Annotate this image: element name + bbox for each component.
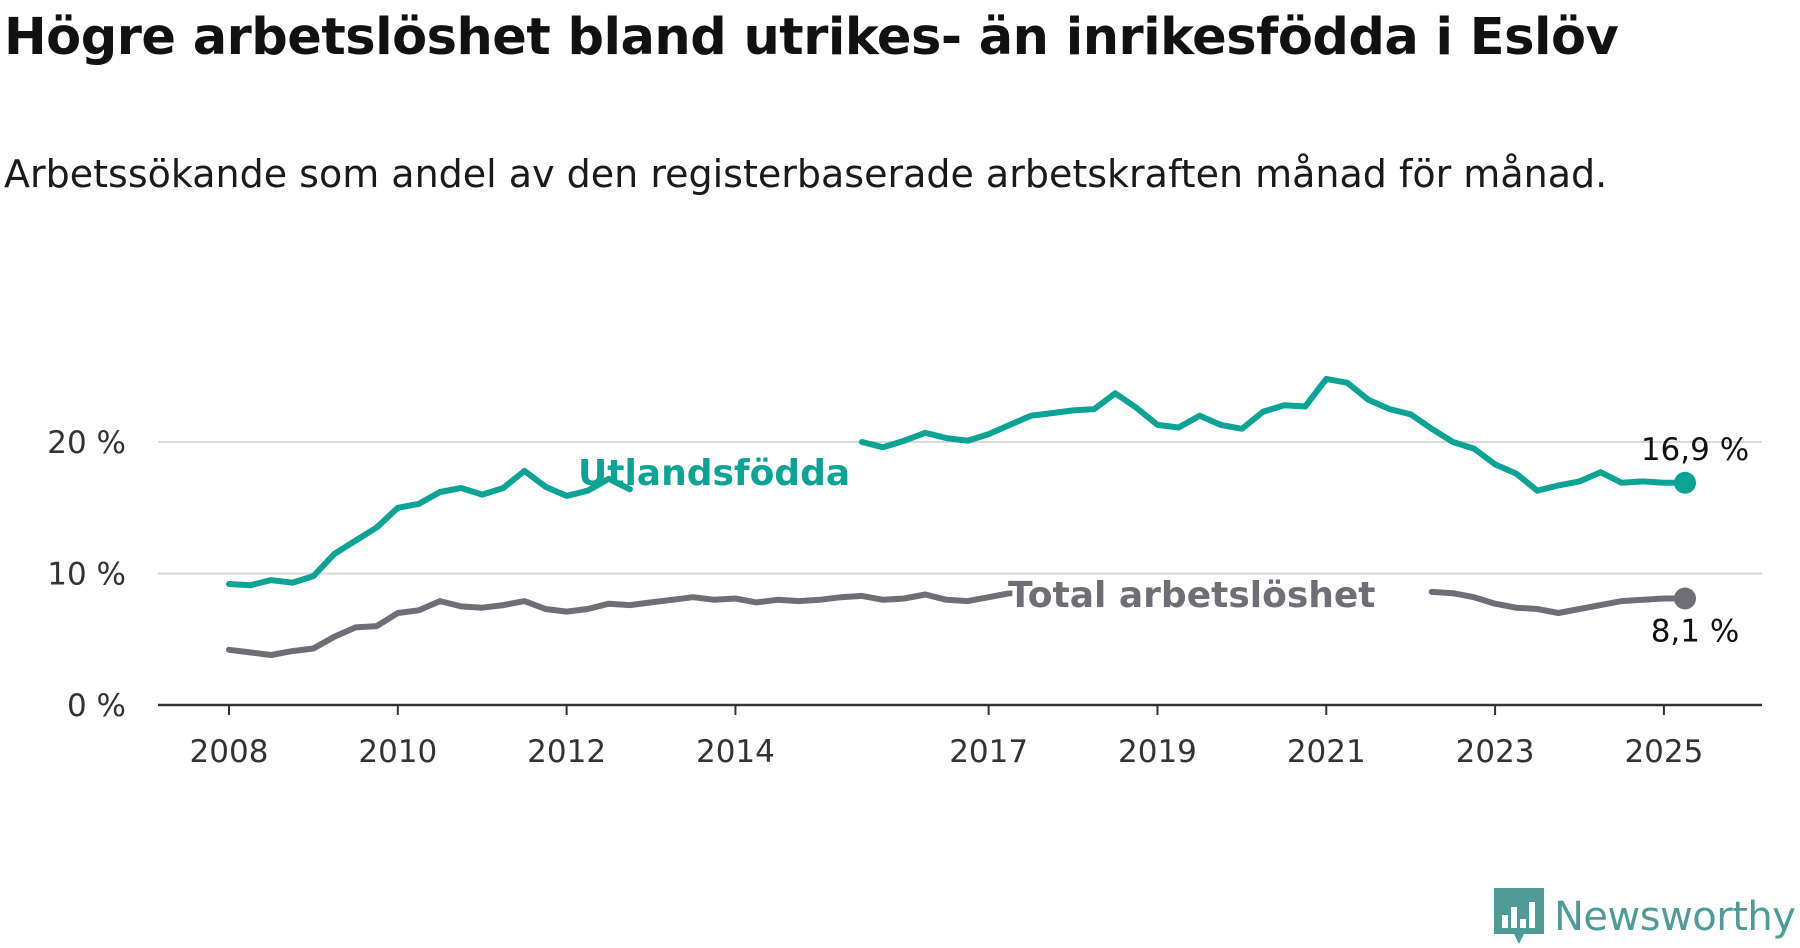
x-tick-label: 2023 [1456, 734, 1535, 770]
x-tick-label: 2017 [949, 734, 1028, 770]
chart-subtitle: Arbetssökande som andel av den registerb… [4, 152, 1608, 196]
y-tick-label: 0 % [67, 688, 126, 724]
series-line-utlandsfodda [859, 375, 1688, 494]
brand-name: Newsworthy [1554, 894, 1796, 940]
series-line-total-arbetsloshet [226, 588, 1055, 658]
bar-chart-logo-icon [1494, 888, 1544, 944]
x-tick-label: 2010 [358, 734, 437, 770]
series-labels: Utlandsfödda Total arbetslöshet 16,9 % 8,1 … [578, 432, 1749, 650]
y-axis-ticks: 0 % 10 % 20 % [47, 425, 126, 724]
series-line-total-arbetsloshet [1428, 588, 1688, 616]
y-tick-label: 10 % [47, 557, 126, 593]
series-label-utlandsfodda: Utlandsfödda [578, 453, 850, 494]
end-dot-utlandsfodda [1674, 471, 1696, 494]
x-tick-label: 2019 [1118, 734, 1197, 770]
x-tick-label: 2021 [1287, 734, 1366, 770]
y-tick-label: 20 % [47, 425, 126, 461]
x-tick-label: 2014 [696, 734, 775, 770]
x-tick-label: 2008 [190, 734, 269, 770]
series-label-total: Total arbetslöshet [1008, 575, 1376, 616]
end-value-total: 8,1 % [1651, 613, 1740, 649]
series-line-utlandsfodda [226, 467, 633, 589]
newsworthy-brand[interactable]: Newsworthy [1494, 888, 1796, 946]
x-tick-label: 2025 [1624, 734, 1703, 770]
end-value-utlandsfodda: 16,9 % [1641, 432, 1749, 468]
x-tick-label: 2012 [527, 734, 606, 770]
chart-title: Högre arbetslöshet bland utrikes- än inr… [4, 8, 1619, 67]
end-dot-total-arbetsloshet [1674, 587, 1696, 610]
x-axis: 2008 2010 2012 2014 2017 2019 2021 2023 2025 [158, 703, 1762, 770]
series-lines [226, 375, 1696, 658]
